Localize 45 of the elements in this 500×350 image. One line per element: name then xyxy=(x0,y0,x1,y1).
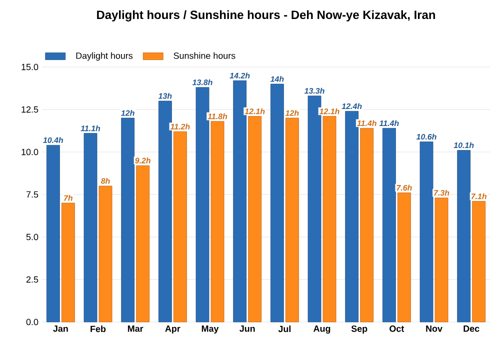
bar xyxy=(84,133,98,322)
bar xyxy=(210,121,224,322)
bar xyxy=(248,116,262,322)
bar xyxy=(397,192,411,322)
bar xyxy=(158,100,172,322)
y-tick-label: 12.5 xyxy=(22,106,38,113)
legend-label: Daylight hours xyxy=(76,52,133,61)
bar xyxy=(382,128,396,322)
bar xyxy=(121,118,135,322)
bar xyxy=(308,96,322,322)
x-tick-label: Mar xyxy=(128,326,144,332)
bar xyxy=(136,165,150,322)
bar xyxy=(472,201,486,322)
y-tick-label: 15.0 xyxy=(22,64,38,70)
bar xyxy=(285,118,299,322)
bar xyxy=(98,186,112,322)
chart-title: Daylight hours / Sunshine hours - Deh Now-ye Kizavak, Iran xyxy=(97,10,435,22)
y-tick-label: 2.5 xyxy=(26,276,38,283)
bar xyxy=(196,87,210,322)
bar xyxy=(173,131,187,322)
x-tick-label: Nov xyxy=(426,326,442,332)
bar xyxy=(360,128,374,322)
x-tick-label: Dec xyxy=(464,326,480,332)
x-tick-label: Aug xyxy=(314,326,330,334)
x-tick-label: May xyxy=(202,326,219,334)
x-tick-label: Sep xyxy=(351,326,368,334)
y-tick-label: 7.5 xyxy=(26,191,38,198)
bar xyxy=(457,150,471,322)
bar xyxy=(61,202,75,322)
bar xyxy=(46,145,60,322)
x-tick-label: Apr xyxy=(165,326,180,334)
x-tick-label: Feb xyxy=(90,326,106,332)
bar xyxy=(322,116,336,322)
legend-label: Sunshine hours xyxy=(174,52,236,59)
bar xyxy=(270,84,284,322)
x-tick-label: Jul xyxy=(278,326,291,332)
y-tick-label: 5.0 xyxy=(26,234,38,240)
x-tick-label: Oct xyxy=(390,326,404,332)
bar xyxy=(434,198,448,322)
x-tick-label: Jun xyxy=(240,326,255,332)
bar xyxy=(420,142,434,322)
y-tick-label: 0.0 xyxy=(26,318,38,326)
y-tick-label: 10.0 xyxy=(22,148,38,156)
x-tick-label: Jan xyxy=(53,326,68,332)
bar xyxy=(345,111,359,322)
